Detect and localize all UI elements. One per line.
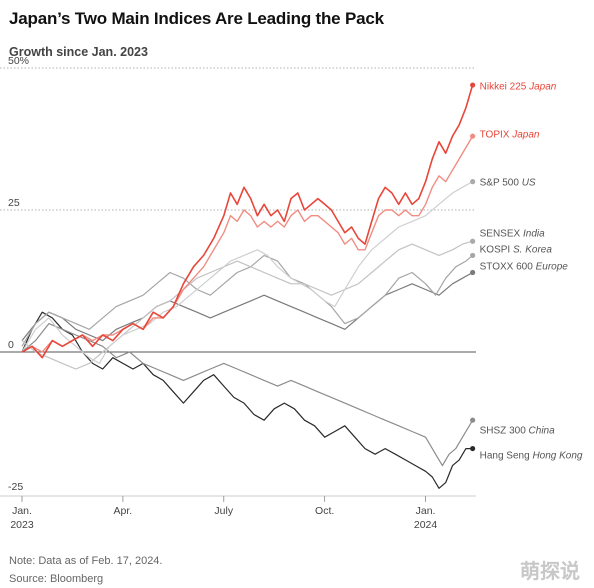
y-tick-label: 0 [8,339,14,351]
y-tick-label: 50% [8,55,29,67]
y-tick-label: 25 [8,197,20,209]
x-tick-year-label: 2024 [414,519,438,531]
series-line-s-p-500 [21,181,473,364]
y-tick-label: -25 [8,481,23,493]
series-label-name: TOPIX [480,130,513,141]
series-line-stoxx-600 [21,271,473,342]
x-tick-label: Oct. [315,505,334,517]
series-line-hang-seng [21,311,473,489]
series-line-shsz-300 [21,323,474,467]
x-tick-label: Jan. [416,505,436,517]
series-label-region: China [529,426,556,437]
series-label-region: Europe [536,262,569,273]
series-line-nikkei-225 [21,84,474,359]
series-end-marker [470,133,476,139]
series-label: SENSEX India [480,229,545,240]
x-tick-year-label: 2023 [10,519,34,531]
series-label: STOXX 600 Europe [480,262,569,273]
chart-series [21,84,474,489]
series-label: Hang Seng Hong Kong [480,451,583,462]
series-label-name: STOXX 600 [480,262,536,273]
series-line-topix [21,135,474,353]
series-label: SHSZ 300 China [480,426,555,437]
chart-title: Japan’s Two Main Indices Are Leading the… [9,9,384,28]
chart-note: Note: Data as of Feb. 17, 2024. [9,555,163,567]
series-label-name: Nikkei 225 [480,82,529,93]
series-label-name: SENSEX [480,229,523,240]
series-end-marker [470,238,476,244]
series-label: Nikkei 225 Japan [480,82,557,93]
series-line-sensex [21,240,473,370]
series-label-region: India [523,229,545,240]
series-label-name: KOSPI [480,245,513,256]
watermark-logo: 萌探说 [520,559,580,583]
chart-axes: 50% 25 0 -25 Jan. 2023 Apr. July Oct. Jan. 2024 [0,55,476,531]
x-tick-label: Apr. [114,505,133,517]
series-end-marker [470,82,476,88]
chart-grid [0,67,476,353]
series-end-marker [470,417,476,423]
series-end-marker [470,179,476,185]
series-label-name: S&P 500 [480,178,522,189]
series-line-kospi [21,254,473,347]
chart-subtitle: Growth since Jan. 2023 [9,45,148,59]
series-label-region: Japan [511,130,540,141]
series-label-region: Japan [528,82,557,93]
x-tick-label: Jan. [12,505,32,517]
series-label-name: SHSZ 300 [480,426,529,437]
series-end-marker [470,269,476,276]
series-label-name: Hang Seng [480,451,533,462]
series-label-region: Hong Kong [532,451,582,462]
chart-source: Source: Bloomberg [9,573,104,585]
series-label: S&P 500 US [480,178,536,189]
series-label-region: S. Korea [513,245,552,256]
series-end-marker [470,445,476,452]
series-label: KOSPI S. Korea [480,245,553,256]
series-label: TOPIX Japan [480,130,540,141]
series-end-marker [470,252,476,259]
x-tick-label: July [214,505,233,517]
series-label-region: US [522,178,536,189]
